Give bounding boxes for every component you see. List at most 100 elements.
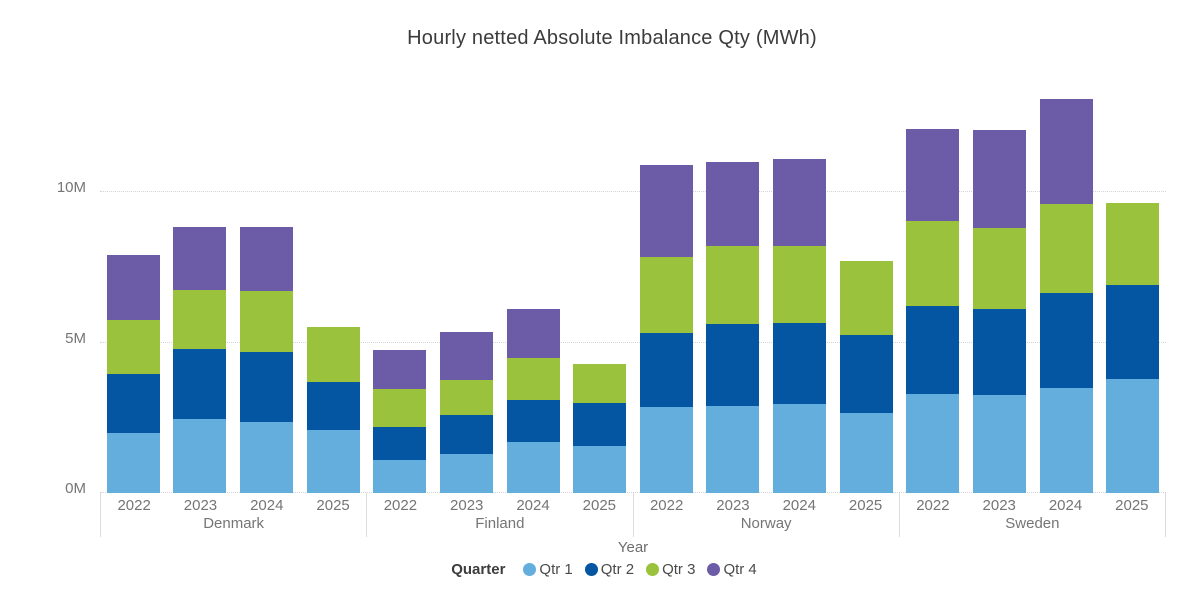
bar-segment-sweden-2025-qtr1[interactable] [1106,378,1160,493]
bar-segment-denmark-2025-qtr3[interactable] [306,327,360,382]
bar-segment-finland-2025-qtr2[interactable] [573,402,627,447]
bar-segment-norway-2024-qtr3[interactable] [773,246,827,323]
bar-segment-sweden-2023-qtr4[interactable] [972,130,1026,229]
bar-finland-2022[interactable] [373,350,427,493]
legend-item-qtr3[interactable]: Qtr 3 [646,561,695,578]
bar-segment-finland-2022-qtr3[interactable] [373,389,427,427]
bar-segment-denmark-2023-qtr2[interactable] [173,348,227,420]
bar-norway-2023[interactable] [706,161,760,493]
bar-segment-sweden-2024-qtr1[interactable] [1039,387,1093,493]
bar-segment-sweden-2024-qtr4[interactable] [1039,98,1093,205]
bar-segment-denmark-2022-qtr1[interactable] [106,432,160,493]
bar-segment-norway-2023-qtr2[interactable] [706,324,760,406]
bar-segment-norway-2023-qtr3[interactable] [706,246,760,325]
bar-norway-2025[interactable] [839,261,893,493]
year-label-norway-2024[interactable]: 2024 [782,497,816,514]
year-label-finland-2024[interactable]: 2024 [516,497,550,514]
year-label-denmark-2025[interactable]: 2025 [316,497,350,514]
bar-segment-sweden-2024-qtr2[interactable] [1039,292,1093,388]
bar-segment-finland-2022-qtr4[interactable] [373,350,427,390]
bar-norway-2024[interactable] [773,158,827,493]
year-label-denmark-2024[interactable]: 2024 [250,497,284,514]
year-label-denmark-2023[interactable]: 2023 [183,497,218,514]
bar-segment-norway-2024-qtr4[interactable] [773,158,827,247]
year-label-finland-2023[interactable]: 2023 [450,497,484,514]
bar-segment-sweden-2023-qtr3[interactable] [972,228,1026,310]
bar-segment-norway-2025-qtr3[interactable] [839,261,893,335]
bar-sweden-2022[interactable] [906,128,960,493]
bar-segment-norway-2022-qtr3[interactable] [639,256,693,334]
legend-item-qtr1[interactable]: Qtr 1 [523,561,573,578]
bar-segment-finland-2024-qtr2[interactable] [506,399,560,442]
bar-finland-2024[interactable] [506,309,560,493]
bar-segment-denmark-2024-qtr2[interactable] [240,351,294,423]
bar-segment-denmark-2023-qtr1[interactable] [173,419,227,493]
bar-segment-denmark-2023-qtr3[interactable] [173,289,227,349]
bar-segment-finland-2024-qtr4[interactable] [506,309,560,358]
year-label-norway-2023[interactable]: 2023 [716,497,750,514]
bar-sweden-2024[interactable] [1039,98,1093,493]
bar-segment-norway-2022-qtr4[interactable] [639,164,693,257]
bar-sweden-2025[interactable] [1106,202,1160,493]
bar-segment-sweden-2023-qtr2[interactable] [972,309,1026,396]
bar-segment-finland-2023-qtr1[interactable] [439,453,493,493]
year-label-sweden-2023[interactable]: 2023 [982,497,1016,514]
bar-finland-2025[interactable] [573,363,627,493]
bar-denmark-2024[interactable] [240,226,294,493]
bar-segment-denmark-2025-qtr1[interactable] [306,429,360,493]
bar-segment-denmark-2022-qtr4[interactable] [106,255,160,320]
bar-sweden-2023[interactable] [972,130,1026,493]
bar-norway-2022[interactable] [639,164,693,493]
bar-segment-norway-2024-qtr2[interactable] [773,322,827,405]
bar-segment-finland-2022-qtr1[interactable] [373,459,427,493]
bar-segment-denmark-2022-qtr3[interactable] [106,319,160,375]
legend-item-qtr4[interactable]: Qtr 4 [707,561,757,578]
bar-segment-denmark-2024-qtr1[interactable] [240,422,294,493]
bar-segment-finland-2025-qtr3[interactable] [573,363,627,403]
bar-segment-sweden-2022-qtr4[interactable] [906,128,960,221]
bar-denmark-2025[interactable] [306,327,360,493]
country-label-sweden[interactable]: Sweden [1005,515,1060,532]
bar-segment-sweden-2022-qtr2[interactable] [906,306,960,394]
bar-segment-finland-2023-qtr3[interactable] [439,380,493,415]
bar-finland-2023[interactable] [439,331,493,493]
bar-segment-denmark-2023-qtr4[interactable] [173,226,227,290]
bar-segment-sweden-2025-qtr3[interactable] [1106,202,1160,286]
bar-denmark-2023[interactable] [173,226,227,493]
year-label-norway-2022[interactable]: 2022 [649,497,684,514]
country-label-denmark[interactable]: Denmark [203,515,265,532]
bar-segment-sweden-2025-qtr2[interactable] [1106,285,1160,379]
bar-segment-finland-2022-qtr2[interactable] [373,426,427,460]
country-label-finland[interactable]: Finland [475,515,525,532]
bar-segment-finland-2024-qtr1[interactable] [506,441,560,493]
bar-segment-norway-2022-qtr2[interactable] [639,333,693,408]
bar-segment-denmark-2024-qtr3[interactable] [240,291,294,352]
bar-segment-norway-2025-qtr1[interactable] [839,413,893,493]
bar-segment-sweden-2022-qtr1[interactable] [906,393,960,493]
bar-segment-sweden-2023-qtr1[interactable] [972,395,1026,493]
bar-segment-finland-2024-qtr3[interactable] [506,357,560,400]
bar-segment-sweden-2024-qtr3[interactable] [1039,204,1093,293]
bar-segment-denmark-2025-qtr2[interactable] [306,381,360,430]
bar-denmark-2022[interactable] [106,255,160,493]
year-label-finland-2022[interactable]: 2022 [383,497,418,514]
bar-segment-norway-2025-qtr2[interactable] [839,335,893,414]
year-label-sweden-2022[interactable]: 2022 [916,497,950,514]
bar-segment-denmark-2024-qtr4[interactable] [240,226,294,292]
year-label-norway-2025[interactable]: 2025 [848,497,883,514]
bar-segment-finland-2023-qtr4[interactable] [439,331,493,381]
bar-segment-norway-2024-qtr1[interactable] [773,404,827,493]
bar-segment-norway-2023-qtr1[interactable] [706,405,760,493]
legend-item-qtr2[interactable]: Qtr 2 [584,561,634,578]
bar-segment-norway-2023-qtr4[interactable] [706,161,760,247]
bar-segment-norway-2022-qtr1[interactable] [639,407,693,493]
country-label-norway[interactable]: Norway [740,515,792,532]
bar-segment-finland-2025-qtr1[interactable] [573,446,627,493]
year-label-sweden-2025[interactable]: 2025 [1115,497,1149,514]
year-label-finland-2025[interactable]: 2025 [582,497,617,514]
bar-segment-denmark-2022-qtr2[interactable] [106,374,160,433]
bar-segment-finland-2023-qtr2[interactable] [439,414,493,454]
year-label-sweden-2024[interactable]: 2024 [1048,497,1083,514]
bar-segment-sweden-2022-qtr3[interactable] [906,220,960,307]
year-label-denmark-2022[interactable]: 2022 [117,497,151,514]
